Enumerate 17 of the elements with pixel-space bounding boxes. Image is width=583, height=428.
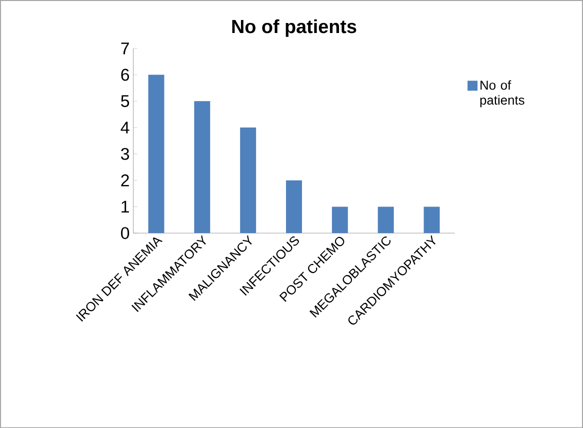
bar xyxy=(332,206,348,233)
y-tick-label: 3 xyxy=(121,148,130,160)
y-tick-label: 7 xyxy=(121,42,129,54)
legend-label: No of patients xyxy=(480,80,524,108)
bar xyxy=(286,180,302,233)
chart-title: No of patients xyxy=(232,19,356,37)
bar xyxy=(424,206,440,233)
y-tick-label: 6 xyxy=(121,68,130,81)
bar xyxy=(194,101,210,233)
y-tick-label: 2 xyxy=(121,174,129,186)
bar xyxy=(378,206,394,233)
bar xyxy=(240,127,256,233)
y-tick-label: 4 xyxy=(120,122,130,134)
y-tick-label: 0 xyxy=(121,226,130,239)
y-tick-label: 1 xyxy=(122,200,129,212)
bar xyxy=(148,74,164,233)
y-tick-label: 5 xyxy=(121,95,130,107)
